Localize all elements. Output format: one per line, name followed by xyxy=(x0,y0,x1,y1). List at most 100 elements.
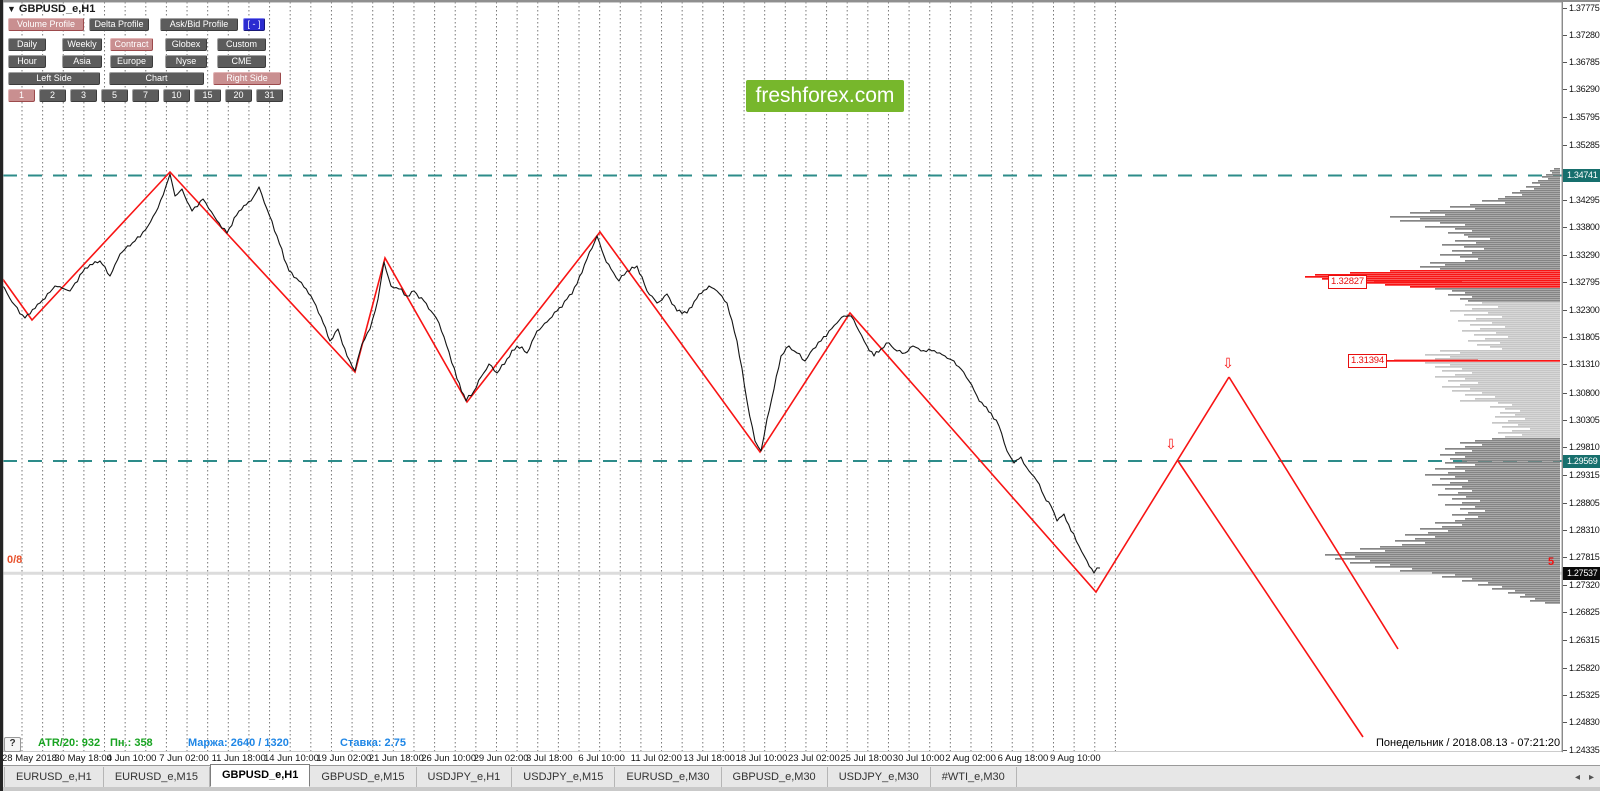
chart-tab-eurusd-e-m15[interactable]: EURUSD_e,M15 xyxy=(104,767,210,787)
chart-tab-usdjpy-e-m30[interactable]: USDJPY_e,M30 xyxy=(828,767,931,787)
time-label: 11 Jun 18:00 xyxy=(211,753,266,764)
time-label: 11 Jul 02:00 xyxy=(630,753,682,764)
price-line xyxy=(1,173,1101,574)
toolbar-row-depth: 1 2 3 5 7 10 15 20 31 xyxy=(8,89,283,102)
time-label: 26 Jun 10:00 xyxy=(421,753,477,764)
toolbar-row-profile-type: Volume Profile Delta Profile Ask/Bid Profi… xyxy=(8,18,265,31)
toolbar-button-15[interactable]: 15 xyxy=(194,89,221,102)
tab-scroll-right-button[interactable]: ▸ xyxy=(1588,772,1594,783)
price-tick: 1.27815 xyxy=(1563,552,1600,563)
price-tick: 1.29315 xyxy=(1563,470,1600,481)
price-tick: 1.33290 xyxy=(1563,250,1600,261)
price-flag: 1.27537 xyxy=(1563,566,1600,580)
price-tick: 1.34295 xyxy=(1563,195,1600,206)
toolbar-button-globex[interactable]: Globex xyxy=(165,38,207,51)
price-tick: 1.24830 xyxy=(1563,717,1600,728)
toolbar-button-31[interactable]: 31 xyxy=(256,89,283,102)
toolbar-button-collapse[interactable]: [ - ] xyxy=(243,18,265,31)
price-tick: 1.26315 xyxy=(1563,635,1600,646)
time-label: 3 Jul 18:00 xyxy=(526,753,573,764)
toolbar-button-volume-profile[interactable]: Volume Profile xyxy=(8,18,84,31)
chart-title: ▼ GBPUSD_e,H1 xyxy=(7,3,95,15)
price-axis[interactable]: 1.37775 1.37280 1.36785 1.36290 1.35795 1.352… xyxy=(1562,2,1600,755)
price-tick: 1.25325 xyxy=(1563,690,1600,701)
price-tick: 1.32795 xyxy=(1563,277,1600,288)
toolbar-button-nyse[interactable]: Nyse xyxy=(165,55,207,68)
toolbar-button-7[interactable]: 7 xyxy=(132,89,159,102)
toolbar-button-contract[interactable]: Contract xyxy=(110,38,153,51)
time-label: 18 Jul 10:00 xyxy=(735,753,788,764)
chart-tab-eurusd-e-m30[interactable]: EURUSD_e,M30 xyxy=(615,767,722,787)
server-datetime: Понедельник / 2018.08.13 - 07:21:20 xyxy=(1376,737,1561,749)
chart-tab-usdjpy-e-m15[interactable]: USDJPY_e,M15 xyxy=(512,767,616,787)
price-tick: 1.26825 xyxy=(1563,607,1600,618)
chart-tab-gbpusd-e-m30[interactable]: GBPUSD_e,M30 xyxy=(722,767,828,787)
indicator-status-bar: ? ATR/20: 932 Пн.: 358 Маржа: 2640 / 132… xyxy=(0,737,900,752)
monday-range-value: Пн.: 358 xyxy=(110,737,153,749)
price-tick: 1.31310 xyxy=(1563,359,1600,370)
toolbar-button-2[interactable]: 2 xyxy=(39,89,66,102)
time-grid xyxy=(21,2,1116,751)
toolbar-button-europe[interactable]: Europe xyxy=(110,55,153,68)
toolbar-button-chart[interactable]: Chart xyxy=(109,72,204,85)
price-tick: 1.35285 xyxy=(1563,140,1600,151)
zigzag-line xyxy=(1,170,1230,594)
time-label: 9 Aug 10:00 xyxy=(1050,753,1101,764)
toolbar-row-range: Daily Weekly Contract Globex Custom xyxy=(8,38,266,51)
chart-tab-eurusd-e-h1[interactable]: EURUSD_e,H1 xyxy=(4,767,104,787)
chart-tab-usdjpy-e-h1[interactable]: USDJPY_e,H1 xyxy=(417,767,513,787)
price-tick: 1.32300 xyxy=(1563,305,1600,316)
toolbar-button-hour[interactable]: Hour xyxy=(8,55,46,68)
time-label: 23 Jul 02:00 xyxy=(788,753,840,764)
toolbar-button-ask-bid-profile[interactable]: Ask/Bid Profile xyxy=(160,18,238,31)
key-level-lines xyxy=(3,174,1562,575)
toolbar-button-10[interactable]: 10 xyxy=(163,89,190,102)
time-label: 4 Jun 10:00 xyxy=(106,753,157,764)
time-label: 7 Jun 02:00 xyxy=(159,753,209,764)
forecast-lines xyxy=(1177,376,1399,738)
time-label: 2 Aug 02:00 xyxy=(945,753,996,764)
toolbar-button-5[interactable]: 5 xyxy=(101,89,128,102)
volume-profile-histogram xyxy=(1305,168,1560,604)
toolbar-row-session: Hour Asia Europe Nyse CME xyxy=(8,55,266,68)
toolbar-button-left-side[interactable]: Left Side xyxy=(8,72,100,85)
price-tick: 1.36785 xyxy=(1563,57,1600,68)
help-button[interactable]: ? xyxy=(4,737,21,752)
poc-level-lines xyxy=(1374,280,1478,361)
toolbar-button-cme[interactable]: CME xyxy=(217,55,266,68)
toolbar-button-1[interactable]: 1 xyxy=(8,89,35,102)
chart-tab-wti-e-m30[interactable]: #WTI_e,M30 xyxy=(931,767,1017,787)
forecast-down-arrow: ⇩ xyxy=(1222,356,1234,372)
time-label: 14 Jun 10:00 xyxy=(264,753,319,764)
price-tick: 1.28310 xyxy=(1563,525,1600,536)
chart-tab-gbpusd-e-h1[interactable]: GBPUSD_e,H1 xyxy=(209,764,311,787)
toolbar-button-weekly[interactable]: Weekly xyxy=(62,38,102,51)
toolbar-button-custom[interactable]: Custom xyxy=(217,38,266,51)
toolbar-button-3[interactable]: 3 xyxy=(70,89,97,102)
time-label: 29 Jun 02:00 xyxy=(473,753,529,764)
poc-price-label: 1.31394 xyxy=(1348,354,1387,369)
price-tick: 1.24335 xyxy=(1563,745,1600,756)
price-flag: 1.34741 xyxy=(1563,169,1600,182)
toolbar-button-delta-profile[interactable]: Delta Profile xyxy=(89,18,149,31)
tab-scroll-left-button[interactable]: ◂ xyxy=(1574,772,1580,783)
atr-value: ATR/20: 932 xyxy=(38,737,101,749)
toolbar-button-asia[interactable]: Asia xyxy=(62,55,102,68)
chevron-down-icon[interactable]: ▼ xyxy=(7,4,16,14)
window-top-edge xyxy=(0,0,1600,2)
time-axis[interactable]: 28 May 2018 30 May 18:00 4 Jun 10:00 7 Jun … xyxy=(0,752,1562,765)
toolbar-button-daily[interactable]: Daily xyxy=(8,38,46,51)
chart-tab-gbpusd-e-m15[interactable]: GBPUSD_e,M15 xyxy=(310,767,417,787)
toolbar-button-20[interactable]: 20 xyxy=(225,89,252,102)
toolbar-button-right-side[interactable]: Right Side xyxy=(213,72,281,85)
price-tick: 1.25820 xyxy=(1563,663,1600,674)
swap-rate-value: Ставка: 2.75 xyxy=(340,737,406,749)
price-tick: 1.37280 xyxy=(1563,30,1600,41)
time-label: 25 Jul 18:00 xyxy=(840,753,893,764)
chart-symbol-label: GBPUSD_e,H1 xyxy=(18,3,96,15)
price-flag: 1.29569 xyxy=(1563,454,1600,468)
price-tick: 1.31805 xyxy=(1563,332,1600,343)
time-label: 6 Aug 18:00 xyxy=(997,753,1049,764)
